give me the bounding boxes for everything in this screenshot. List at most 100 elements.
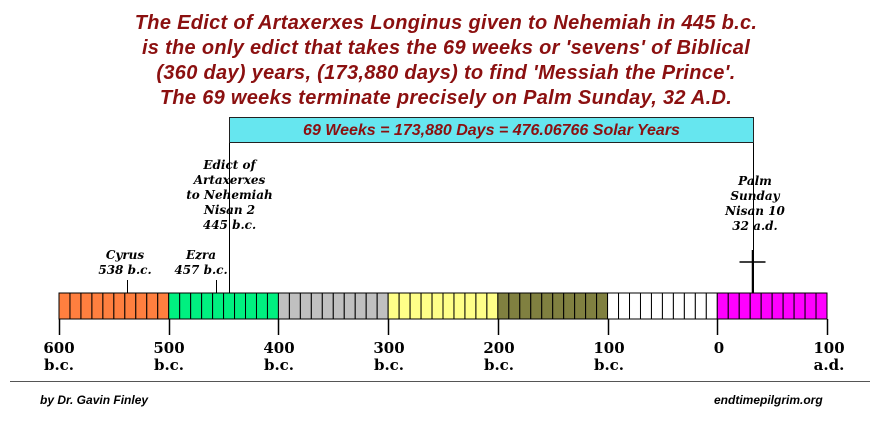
ezra-line-1: Ezra: [185, 248, 217, 262]
tick-label-100-bc: 100 b.c.: [579, 340, 639, 374]
timeline-segment: [310, 292, 323, 320]
timeline-segment: [332, 292, 345, 320]
timeline-segment: [321, 292, 334, 320]
timeline-segment: [387, 292, 400, 320]
tick-num: 500: [153, 339, 185, 357]
timeline-segment: [738, 292, 751, 320]
tick-label-200-bc: 200 b.c.: [469, 340, 529, 374]
timeline-segment: [672, 292, 685, 320]
timeline-segment: [771, 292, 784, 320]
timeline-segment: [168, 292, 181, 320]
timeline-segment: [585, 292, 598, 320]
timeline-segment: [277, 292, 290, 320]
timeline-segment: [102, 292, 115, 320]
palm-line-4: 32 a.d.: [732, 219, 778, 233]
timeline-segment: [650, 292, 663, 320]
timeline-segment: [431, 292, 444, 320]
tick-era: b.c.: [263, 356, 295, 374]
span-box: 69 Weeks = 173,880 Days = 476.06766 Sola…: [229, 117, 754, 143]
palm-annotation: Palm Sunday Nisan 10 32 a.d.: [710, 174, 800, 234]
timeline-segment: [552, 292, 565, 320]
tick-num: 300: [373, 339, 405, 357]
timeline-segment: [727, 292, 740, 320]
footer-rule: [10, 381, 870, 382]
timeline-segment: [234, 292, 247, 320]
timeline-segment: [201, 292, 214, 320]
timeline-segment: [376, 292, 389, 320]
tick-num: 100: [813, 339, 845, 357]
timeline-segment: [299, 292, 312, 320]
timeline-segment: [255, 292, 268, 320]
timeline-segment: [146, 292, 159, 320]
cyrus-line-2: 538 b.c.: [98, 263, 152, 277]
timeline-segment: [157, 292, 170, 320]
edict-line-5: 445 b.c.: [202, 218, 257, 232]
timeline-segment: [596, 292, 609, 320]
timeline-segment: [80, 292, 93, 320]
title-line-2: is the only edict that takes the 69 week…: [141, 37, 751, 59]
author-credit: by Dr. Gavin Finley: [40, 393, 149, 407]
timeline-segment: [398, 292, 411, 320]
timeline-segment: [519, 292, 532, 320]
timeline-segment: [266, 292, 279, 320]
timeline-segment: [223, 292, 236, 320]
timeline-segment: [541, 292, 554, 320]
timeline-segment: [113, 292, 126, 320]
tick-num: 400: [263, 339, 295, 357]
timeline-segment: [365, 292, 378, 320]
timeline-segment: [409, 292, 422, 320]
timeline-segment: [563, 292, 576, 320]
tick-label-500-bc: 500 b.c.: [139, 340, 199, 374]
palm-connector-line: [753, 143, 754, 293]
timeline-segment: [212, 292, 225, 320]
tick-num: 600: [43, 339, 75, 357]
timeline-segment: [749, 292, 762, 320]
edict-connector-line: [229, 143, 230, 293]
ezra-line-2: 457 b.c.: [174, 263, 228, 277]
timeline-segment: [574, 292, 587, 320]
timeline-segment: [420, 292, 433, 320]
tick-era: b.c.: [153, 356, 185, 374]
edict-line-2: Artaxerxes: [193, 173, 266, 187]
tick-era: b.c.: [43, 356, 75, 374]
timeline-segment: [716, 292, 729, 320]
timeline-segment: [607, 292, 620, 320]
tick-num: 0: [713, 339, 725, 357]
timeline-segment: [475, 292, 488, 320]
tick-label-300-bc: 300 b.c.: [359, 340, 419, 374]
timeline-segment: [58, 292, 71, 320]
tick-era: b.c.: [593, 356, 625, 374]
timeline-segment: [453, 292, 466, 320]
tick-era: b.c.: [483, 356, 515, 374]
palm-line-1: Palm: [738, 174, 772, 188]
timeline-segment: [124, 292, 137, 320]
palm-line-3: Nisan 10: [725, 204, 785, 218]
tick-num: 100: [593, 339, 625, 357]
timeline-segment: [683, 292, 696, 320]
timeline-segment: [694, 292, 707, 320]
edict-line-4: Nisan 2: [203, 203, 256, 217]
timeline-segment: [508, 292, 521, 320]
timeline-segment: [629, 292, 641, 320]
ezra-annotation: Ezra 457 b.c.: [166, 248, 236, 278]
title-line-4: The 69 weeks terminate precisely on Palm…: [159, 87, 733, 109]
palm-line-2: Sunday: [730, 189, 780, 203]
timeline-segment: [815, 292, 828, 320]
timeline-segment: [91, 292, 104, 320]
timeline-segment: [804, 292, 817, 320]
timeline-segment: [343, 292, 356, 320]
timeline-segment: [497, 292, 510, 320]
edict-line-3: to Nehemiah: [186, 188, 273, 202]
timeline-segment: [793, 292, 806, 320]
timeline-segment: [782, 292, 795, 320]
timeline-segment: [354, 292, 367, 320]
timeline-segment: [530, 292, 543, 320]
title-line-1: The Edict of Artaxerxes Longinus given t…: [134, 12, 758, 34]
timeline-segment: [705, 292, 718, 320]
tick-era: b.c.: [373, 356, 405, 374]
timeline-segment: [661, 292, 674, 320]
tick-label-0: 0: [689, 340, 749, 357]
timeline-segment: [69, 292, 82, 320]
timeline-segment: [190, 292, 203, 320]
